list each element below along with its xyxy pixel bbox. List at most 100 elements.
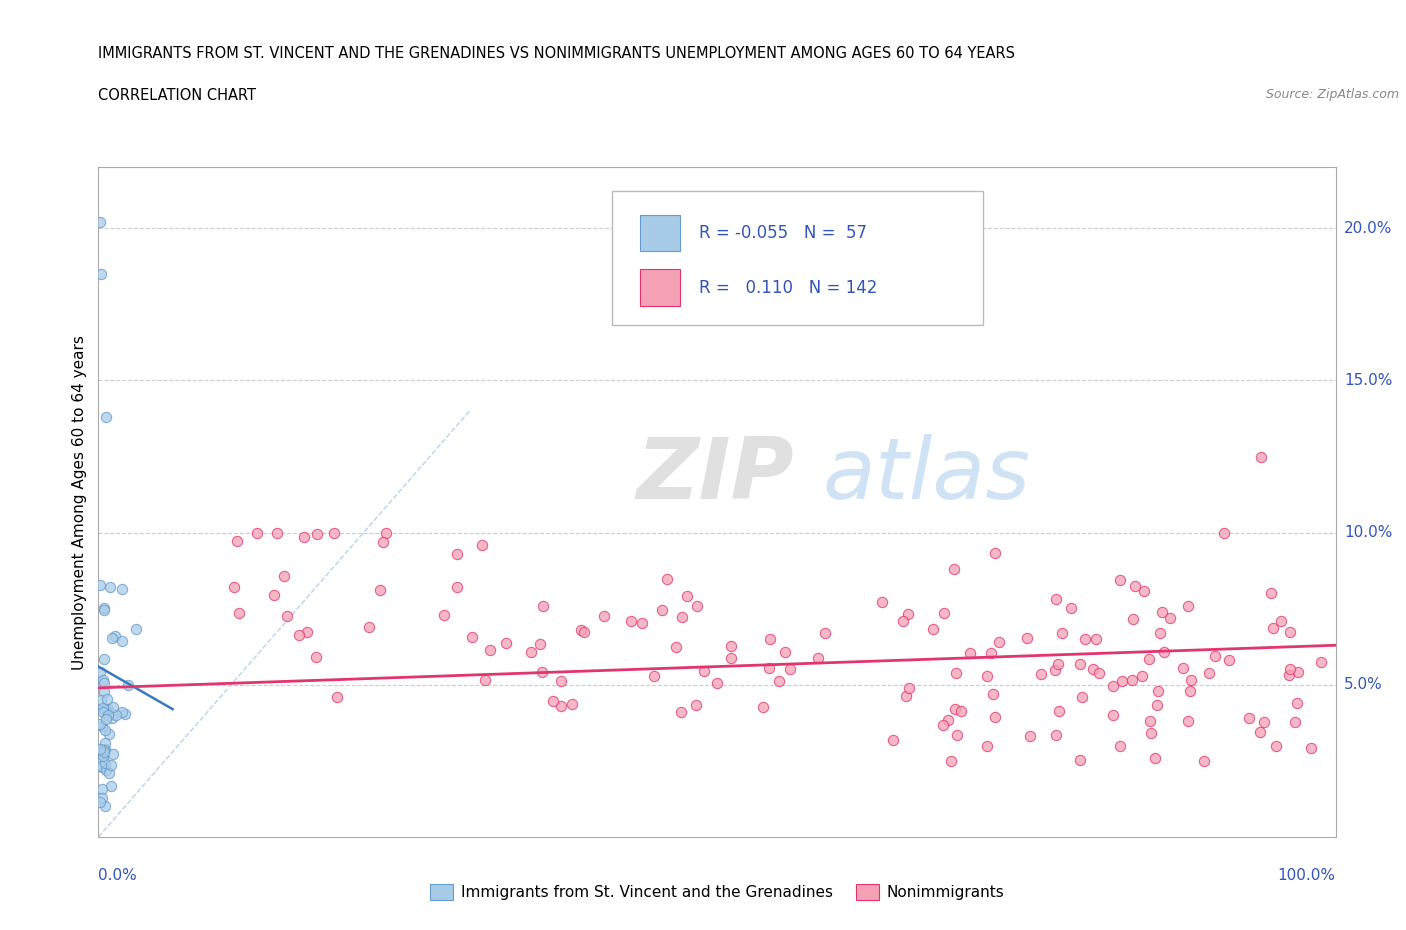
Point bbox=[1122, 612, 1144, 627]
Point bbox=[89, 743, 111, 758]
Point bbox=[111, 705, 134, 720]
Point bbox=[720, 638, 742, 653]
Point bbox=[1015, 631, 1038, 645]
Point bbox=[976, 739, 998, 754]
Point bbox=[651, 603, 673, 618]
Point bbox=[1288, 665, 1310, 680]
Point bbox=[561, 697, 583, 711]
Point bbox=[686, 599, 709, 614]
Point bbox=[94, 741, 117, 756]
Point bbox=[984, 545, 1007, 560]
Point bbox=[631, 616, 654, 631]
Point bbox=[943, 701, 966, 716]
Point bbox=[932, 718, 955, 733]
Point bbox=[246, 525, 269, 540]
Point bbox=[93, 601, 115, 616]
Point bbox=[1253, 715, 1275, 730]
Point bbox=[94, 798, 117, 813]
Point bbox=[936, 713, 959, 728]
Point bbox=[97, 708, 120, 723]
Text: 15.0%: 15.0% bbox=[1344, 373, 1392, 388]
Point bbox=[91, 781, 114, 796]
Point bbox=[1279, 625, 1302, 640]
Point bbox=[266, 525, 288, 540]
Point bbox=[1265, 738, 1288, 753]
Point bbox=[1301, 740, 1323, 755]
Point bbox=[1218, 653, 1240, 668]
Point bbox=[90, 790, 112, 805]
Point bbox=[90, 758, 112, 773]
Point bbox=[976, 668, 998, 683]
Point bbox=[1101, 678, 1123, 693]
Point bbox=[1278, 668, 1301, 683]
Point bbox=[685, 698, 707, 712]
Y-axis label: Unemployment Among Ages 60 to 64 years: Unemployment Among Ages 60 to 64 years bbox=[72, 335, 87, 670]
Point bbox=[946, 727, 969, 742]
Point bbox=[117, 677, 139, 692]
Point bbox=[1047, 657, 1070, 671]
Point bbox=[1309, 655, 1331, 670]
Point bbox=[228, 606, 250, 621]
Point bbox=[768, 673, 790, 688]
Point bbox=[959, 645, 981, 660]
Point bbox=[323, 525, 346, 540]
Point bbox=[1278, 662, 1301, 677]
Point bbox=[693, 663, 716, 678]
Point bbox=[950, 703, 973, 718]
Point bbox=[870, 594, 893, 609]
Point bbox=[775, 645, 797, 660]
Point bbox=[94, 711, 117, 726]
Point bbox=[93, 745, 115, 760]
Point bbox=[94, 409, 117, 424]
Point bbox=[529, 637, 551, 652]
Point bbox=[751, 699, 773, 714]
Point bbox=[1140, 725, 1163, 740]
Point bbox=[1143, 751, 1166, 765]
Point bbox=[90, 760, 112, 775]
Point bbox=[1031, 666, 1053, 681]
Point bbox=[1045, 727, 1067, 742]
Point bbox=[676, 588, 699, 603]
Text: atlas: atlas bbox=[823, 434, 1031, 517]
Point bbox=[945, 666, 967, 681]
Point bbox=[758, 661, 780, 676]
Point bbox=[98, 579, 121, 594]
Point bbox=[1087, 666, 1109, 681]
Point bbox=[1047, 703, 1070, 718]
Point bbox=[111, 633, 134, 648]
Point bbox=[288, 628, 311, 643]
Point bbox=[292, 530, 315, 545]
Point bbox=[1204, 649, 1226, 664]
Point bbox=[1074, 631, 1097, 646]
Text: 20.0%: 20.0% bbox=[1344, 220, 1392, 236]
Point bbox=[90, 719, 112, 734]
Point bbox=[96, 702, 118, 717]
Point bbox=[357, 619, 380, 634]
Point bbox=[1149, 626, 1171, 641]
Point bbox=[125, 622, 148, 637]
Point bbox=[89, 215, 111, 230]
Point bbox=[620, 614, 643, 629]
Point bbox=[665, 640, 688, 655]
Text: 0.0%: 0.0% bbox=[98, 868, 138, 883]
Point bbox=[96, 691, 118, 706]
Point bbox=[375, 525, 398, 540]
Point bbox=[297, 624, 319, 639]
Point bbox=[89, 578, 111, 592]
Point bbox=[93, 736, 115, 751]
Text: R = -0.055   N =  57: R = -0.055 N = 57 bbox=[699, 224, 866, 242]
Point bbox=[1237, 711, 1260, 726]
Point bbox=[96, 701, 118, 716]
Point bbox=[1045, 591, 1067, 606]
Point bbox=[891, 613, 914, 628]
Text: CORRELATION CHART: CORRELATION CHART bbox=[98, 88, 256, 103]
Point bbox=[225, 534, 247, 549]
Point bbox=[1102, 708, 1125, 723]
Point bbox=[93, 651, 115, 666]
Point bbox=[305, 650, 328, 665]
Point bbox=[1177, 714, 1199, 729]
Point bbox=[1069, 657, 1091, 671]
Text: 10.0%: 10.0% bbox=[1344, 525, 1392, 540]
Bar bbox=[640, 215, 681, 251]
Point bbox=[1109, 572, 1132, 587]
